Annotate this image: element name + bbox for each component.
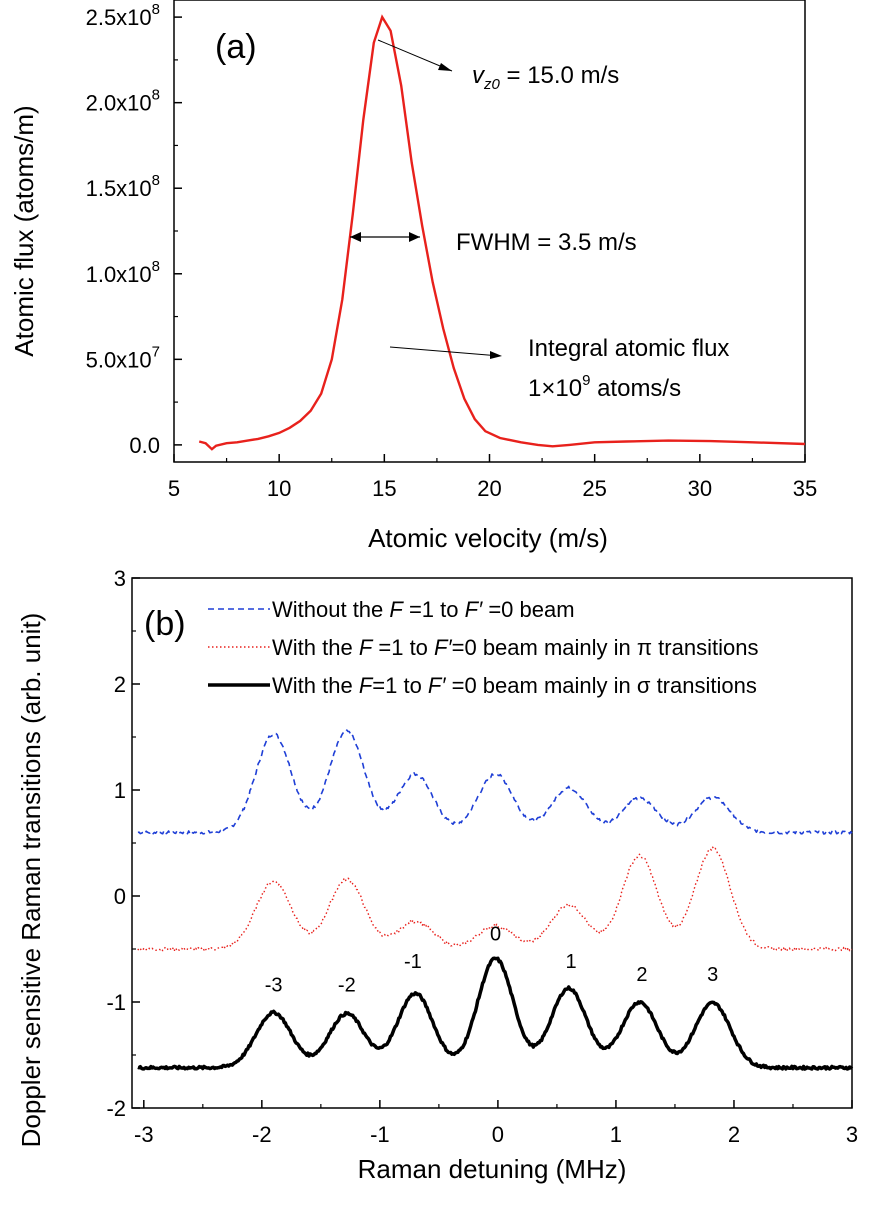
- integral-units: atoms/s: [590, 375, 681, 402]
- panel-a: 0.0 5.0x107 1.0x108 1.5x108 2.0x108 2.5x108 5…: [9, 0, 817, 553]
- x-tick-label: -1: [370, 1122, 390, 1147]
- integral-exponent: 9: [582, 372, 590, 389]
- x-tick-label: 20: [477, 476, 501, 501]
- integral-arrow: [389, 346, 501, 357]
- panel-a-y-ticks: 0.0 5.0x107 1.0x108 1.5x108 2.0x108 2.5x108: [86, 1, 182, 458]
- legend-1-Fprime: F′: [465, 597, 483, 622]
- y-tick-label: 2: [114, 672, 126, 697]
- panel-a-x-ticks: 5 10 15 20 25 30 35: [168, 454, 817, 501]
- panel-b-series: [137, 729, 854, 1071]
- legend-1-F: F: [389, 597, 404, 622]
- x-tick-label: 30: [688, 476, 712, 501]
- y-tick-label: 0: [114, 884, 126, 909]
- y-tick-label: 1: [114, 778, 126, 803]
- x-tick-label: 5: [168, 476, 180, 501]
- y-tick-label: 2.5x108: [86, 1, 160, 30]
- x-tick-label: 35: [793, 476, 817, 501]
- legend-entry-3: With the F=1 to F′ =0 beam mainly in σ t…: [272, 673, 757, 698]
- x-tick-label: 0: [492, 1122, 504, 1147]
- y-tick-label: 1.0x108: [86, 258, 160, 287]
- panel-a-label: (a): [215, 28, 257, 66]
- peak-label: 1: [566, 951, 577, 973]
- panel-b-peak-labels: -3 -2 -1 0 1 2 3: [265, 924, 719, 997]
- peak-arrowhead: [438, 63, 452, 71]
- y-tick-label: 5.0x107: [86, 343, 160, 372]
- legend-3-mid2: =0 beam mainly in: [446, 673, 637, 698]
- legend-entry-2: With the F =1 to F′=0 beam mainly in π t…: [272, 635, 758, 660]
- peak-label: 3: [707, 964, 718, 986]
- fwhm-annotation: FWHM = 3.5 m/s: [456, 229, 637, 256]
- y-tick-label: 2.0x108: [86, 87, 160, 116]
- legend-3-F: F: [359, 673, 374, 698]
- x-tick-label: 25: [582, 476, 606, 501]
- y-tick-label: 0.0: [129, 433, 160, 458]
- peak-symbol: v: [472, 62, 486, 89]
- x-tick-label: 2: [728, 1122, 740, 1147]
- integral-line-2: 1×109 atoms/s: [528, 372, 681, 402]
- y-tick-label: 1.5x108: [86, 172, 160, 201]
- x-tick-label: 3: [846, 1122, 858, 1147]
- panel-a-x-axis-title: Atomic velocity (m/s): [368, 523, 608, 553]
- peak-label: 0: [490, 924, 501, 946]
- panel-b-x-ticks: -3 -2 -1 0 1 2 3: [134, 1100, 858, 1147]
- legend-2-F: F: [359, 635, 374, 660]
- series-line-3: [137, 956, 854, 1071]
- peak-subscript: z0: [483, 76, 501, 93]
- x-tick-label: 15: [372, 476, 396, 501]
- x-tick-label: 10: [267, 476, 291, 501]
- peak-annotation: vz0 = 15.0 m/s: [472, 62, 619, 93]
- peak-value: = 15.0 m/s: [500, 62, 619, 89]
- y-tick-label: 3: [114, 566, 126, 591]
- legend-2-suffix: π transitions: [637, 635, 759, 660]
- legend-2-mid2: =0 beam mainly in: [452, 635, 637, 660]
- panel-a-flux-curve: [198, 14, 806, 451]
- panel-b-x-axis-title: Raman detuning (MHz): [358, 1154, 627, 1184]
- legend-3-mid1: =1 to: [372, 673, 428, 698]
- y-tick-label: -1: [106, 990, 126, 1015]
- integral-mantissa: 1×10: [528, 375, 582, 402]
- legend-1-prefix: Without the: [272, 597, 389, 622]
- legend-entry-1: Without the F =1 to F′ =0 beam: [272, 597, 575, 622]
- peak-arrow: [377, 39, 453, 72]
- fwhm-arrowhead-right: [409, 232, 420, 242]
- peak-label: 2: [636, 964, 647, 986]
- peak-label: -1: [404, 951, 422, 973]
- x-tick-label: -3: [134, 1122, 154, 1147]
- integral-arrowhead: [490, 351, 502, 359]
- fwhm-arrowhead-left: [350, 232, 361, 242]
- panel-b-label: (b): [144, 605, 186, 643]
- integral-line-1: Integral atomic flux: [528, 335, 729, 362]
- legend-2-mid1: =1 to: [372, 635, 434, 660]
- panel-b: -2 -1 0 1 2 3 -3 -2 -1 0 1 2 3 -3 -2 -1 0 1 2 3 (b) Witho…: [16, 566, 858, 1184]
- legend-3-suffix: σ transitions: [637, 673, 757, 698]
- panel-a-y-axis-title: Atomic flux (atoms/m): [9, 105, 39, 356]
- legend-1-mid1: =1 to: [403, 597, 465, 622]
- x-tick-label: -2: [252, 1122, 272, 1147]
- x-tick-label: 1: [610, 1122, 622, 1147]
- y-tick-label: -2: [106, 1096, 126, 1121]
- panel-b-y-axis-title: Doppler sensitive Raman transitions (arb…: [16, 613, 46, 1148]
- panel-b-y-ticks: -2 -1 0 1 2 3: [106, 566, 140, 1121]
- legend-3-Fprime: F′: [428, 673, 446, 698]
- legend-3-prefix: With the: [272, 673, 359, 698]
- peak-label: -2: [338, 974, 356, 996]
- legend-1-mid2: =0 beam: [482, 597, 574, 622]
- legend-2-Fprime: F′: [434, 635, 452, 660]
- peak-label: -3: [265, 974, 283, 996]
- legend-2-prefix: With the: [272, 635, 359, 660]
- series-line-1: [137, 729, 853, 835]
- legend: Without the F =1 to F′ =0 beam With the …: [208, 597, 758, 698]
